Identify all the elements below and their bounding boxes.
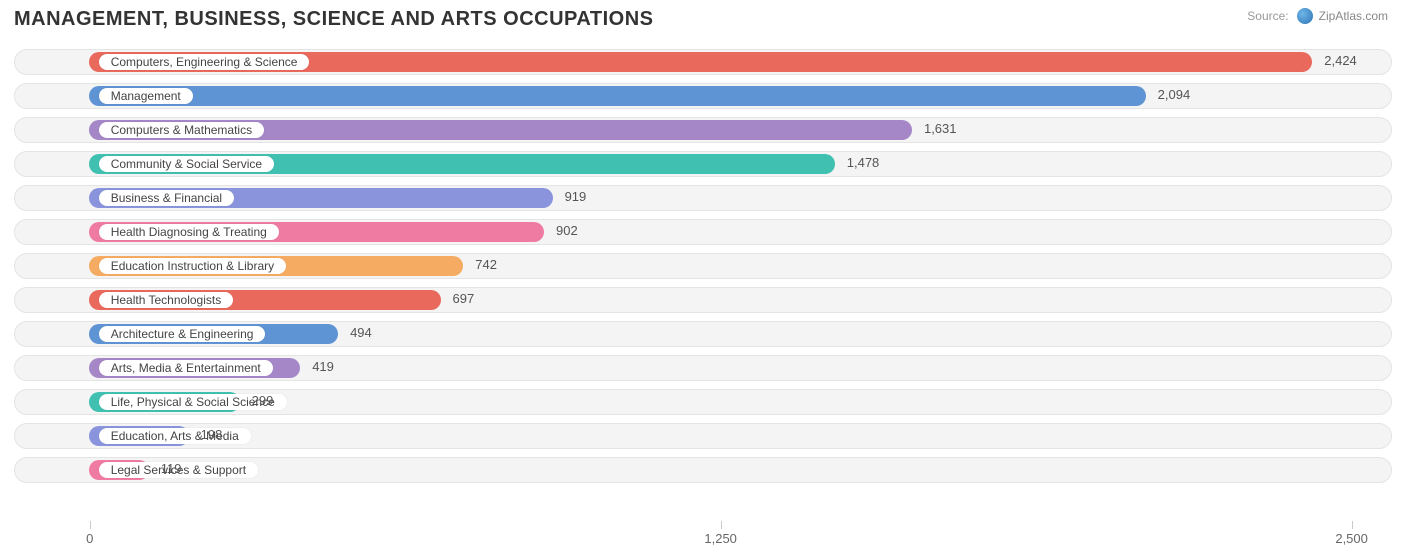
bar-row: Computers, Engineering & Science 2,424	[14, 45, 1392, 79]
bar-row: Education Instruction & Library 742	[14, 249, 1392, 283]
bar-track: Business & Financial 919	[14, 185, 1392, 211]
bar-row: Architecture & Engineering 494	[14, 317, 1392, 351]
bar-track: Arts, Media & Entertainment 419	[14, 355, 1392, 381]
bar-label: Health Diagnosing & Treating	[99, 224, 279, 240]
bars-inner: Computers, Engineering & Science 2,424 Man…	[14, 45, 1392, 523]
bar-track: Architecture & Engineering 494	[14, 321, 1392, 347]
bar-value: 198	[201, 427, 223, 442]
bar-label: Business & Financial	[99, 190, 234, 206]
bar-value: 494	[350, 325, 372, 340]
bar-row: Health Technologists 697	[14, 283, 1392, 317]
chart-title: MANAGEMENT, BUSINESS, SCIENCE AND ARTS O…	[14, 8, 1392, 31]
bar-row: Legal Services & Support119	[14, 453, 1392, 487]
bar-value: 742	[475, 257, 497, 272]
bar-track: Computers, Engineering & Science 2,424	[14, 49, 1392, 75]
axis-tick-label: 0	[86, 531, 93, 546]
bar-row: Education, Arts & Media198	[14, 419, 1392, 453]
bar-track: Community & Social Service 1,478	[14, 151, 1392, 177]
bar-row: Arts, Media & Entertainment 419	[14, 351, 1392, 385]
bar-label: Computers, Engineering & Science	[99, 54, 310, 70]
bar-value: 697	[453, 291, 475, 306]
axis-tick-label: 1,250	[704, 531, 737, 546]
bar-track: Management 2,094	[14, 83, 1392, 109]
bar-track: Life, Physical & Social Science299	[14, 389, 1392, 415]
bar-value: 1,478	[847, 155, 880, 170]
globe-icon	[1297, 8, 1313, 24]
bar-row: Management 2,094	[14, 79, 1392, 113]
bar-value: 119	[161, 461, 182, 476]
axis-tick	[721, 521, 722, 529]
x-axis: 0 1,250 2,500	[14, 523, 1392, 551]
axis-tick	[1352, 521, 1353, 529]
bar-track: Legal Services & Support119	[14, 457, 1392, 483]
source-label: Source:	[1247, 9, 1288, 23]
bar-value: 1,631	[924, 121, 957, 136]
bar-track: Education, Arts & Media198	[14, 423, 1392, 449]
bar-value: 419	[312, 359, 334, 374]
chart-container: MANAGEMENT, BUSINESS, SCIENCE AND ARTS O…	[0, 0, 1406, 558]
bar-label: Arts, Media & Entertainment	[99, 360, 273, 376]
bar-value: 2,424	[1324, 53, 1357, 68]
bar-label: Management	[99, 88, 193, 104]
bar-value: 902	[556, 223, 578, 238]
bar-label: Community & Social Service	[99, 156, 274, 172]
bar-track: Health Technologists 697	[14, 287, 1392, 313]
bar-fill	[89, 86, 1146, 106]
bar-value: 299	[252, 393, 274, 408]
axis-tick	[90, 521, 91, 529]
bar-row: Business & Financial 919	[14, 181, 1392, 215]
source-name: ZipAtlas.com	[1319, 9, 1388, 23]
axis-tick-label: 2,500	[1335, 531, 1368, 546]
bar-label: Architecture & Engineering	[99, 326, 266, 342]
source-badge: Source: ZipAtlas.com	[1247, 8, 1388, 24]
bar-row: Community & Social Service 1,478	[14, 147, 1392, 181]
bar-value: 919	[565, 189, 587, 204]
bar-row: Computers & Mathematics 1,631	[14, 113, 1392, 147]
bar-value: 2,094	[1158, 87, 1191, 102]
bar-label: Computers & Mathematics	[99, 122, 264, 138]
bar-track: Education Instruction & Library 742	[14, 253, 1392, 279]
bar-label: Education Instruction & Library	[99, 258, 286, 274]
bar-label: Health Technologists	[99, 292, 234, 308]
bar-row: Health Diagnosing & Treating 902	[14, 215, 1392, 249]
bar-track: Health Diagnosing & Treating 902	[14, 219, 1392, 245]
bar-track: Computers & Mathematics 1,631	[14, 117, 1392, 143]
bar-row: Life, Physical & Social Science299	[14, 385, 1392, 419]
bar-label: Education, Arts & Media	[99, 428, 251, 444]
bars-area: Computers, Engineering & Science 2,424 Man…	[14, 45, 1392, 523]
